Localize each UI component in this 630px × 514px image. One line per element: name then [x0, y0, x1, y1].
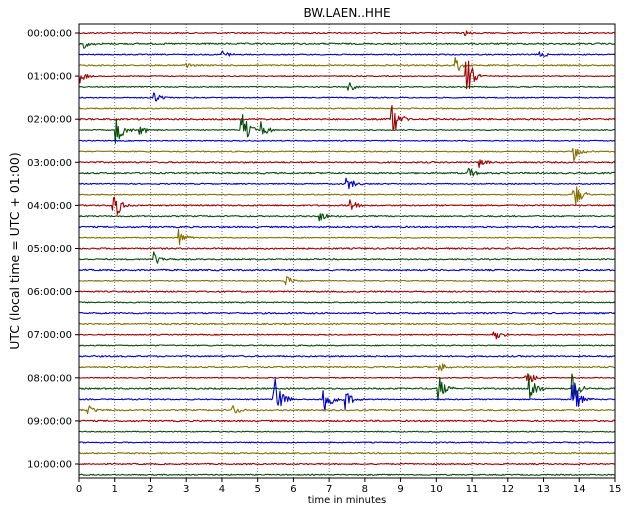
x-tick-label: 15	[609, 484, 622, 495]
seismic-trace	[79, 405, 616, 415]
seismic-trace	[78, 373, 616, 401]
plot-frame	[78, 23, 616, 479]
seismic-trace	[78, 355, 616, 358]
seismic-trace	[78, 290, 616, 293]
x-tick-label: 14	[573, 484, 586, 495]
seismic-trace	[78, 30, 616, 36]
x-axis: 0 1 2 3 4 5 6 7 8 9 10 11 12 13 14 15	[76, 478, 622, 495]
y-tick-label: 00:00:00	[27, 29, 72, 40]
seismic-trace	[78, 331, 616, 340]
y-tick-label: 10:00:00	[27, 460, 72, 471]
seismic-trace	[78, 378, 616, 412]
x-tick-label: 5	[254, 484, 260, 495]
seismic-trace	[78, 363, 616, 372]
x-tick-label: 3	[183, 484, 189, 495]
seismic-trace	[78, 114, 616, 144]
y-tick-label: 06:00:00	[27, 287, 72, 298]
seismic-trace	[78, 452, 616, 455]
seismic-trace	[78, 167, 615, 177]
seismic-trace	[79, 251, 616, 264]
seismic-trace	[78, 441, 616, 444]
seismic-trace	[78, 147, 615, 161]
y-axis: 00:00:00 01:00:00 02:00:00 03:00:00 04:00:00…	[27, 29, 79, 471]
seismic-trace	[78, 322, 616, 326]
seismic-trace	[78, 473, 616, 476]
seismic-trace	[78, 247, 616, 250]
seismic-trace	[78, 228, 616, 246]
seismic-trace	[78, 373, 616, 383]
seismic-trace	[78, 60, 616, 90]
chart-title: BW.LAEN..HHE	[303, 6, 390, 20]
y-tick-label: 03:00:00	[27, 158, 72, 169]
y-tick-label: 05:00:00	[27, 244, 72, 255]
y-tick-label: 09:00:00	[27, 416, 72, 427]
seismic-trace	[78, 82, 616, 91]
x-axis-label: time in minutes	[308, 495, 387, 506]
x-tick-label: 8	[362, 484, 368, 495]
seismic-trace	[78, 104, 616, 130]
trace-group	[78, 30, 616, 476]
x-tick-label: 4	[219, 484, 225, 495]
y-tick-label: 07:00:00	[27, 330, 72, 341]
seismic-trace	[78, 139, 616, 142]
y-tick-label: 02:00:00	[27, 115, 72, 126]
y-tick-label: 04:00:00	[27, 201, 72, 212]
y-axis-label: UTC (local time = UTC + 01:00)	[7, 152, 22, 350]
seismic-trace	[78, 186, 616, 206]
x-tick-label: 1	[112, 484, 118, 495]
seismic-trace	[78, 42, 616, 49]
seismic-trace	[79, 276, 616, 286]
x-tick-label: 12	[501, 484, 514, 495]
x-tick-label: 11	[466, 484, 479, 495]
seismic-trace	[78, 268, 616, 272]
seismic-trace	[78, 159, 616, 169]
seismic-trace	[78, 225, 616, 229]
seismic-trace	[78, 301, 616, 304]
x-tick-label: 2	[147, 484, 153, 495]
y-tick-label: 08:00:00	[27, 373, 72, 384]
seismic-trace	[78, 344, 616, 347]
seismic-trace	[78, 177, 616, 190]
x-tick-label: 7	[326, 484, 332, 495]
x-tick-label: 9	[397, 484, 403, 495]
seismic-trace	[78, 430, 616, 433]
seismic-trace	[79, 462, 616, 466]
seismic-trace	[78, 107, 616, 110]
seismic-trace	[78, 92, 616, 102]
y-tick-label: 01:00:00	[27, 72, 72, 83]
seismic-trace	[78, 213, 615, 222]
x-tick-label: 0	[76, 484, 82, 495]
x-tick-label: 13	[537, 484, 550, 495]
seismic-trace	[78, 50, 616, 57]
seismic-trace	[78, 56, 616, 71]
seismic-trace	[78, 311, 616, 315]
seismic-trace	[78, 196, 616, 216]
seismic-trace	[78, 419, 616, 423]
x-tick-label: 10	[430, 484, 443, 495]
x-tick-label: 6	[290, 484, 296, 495]
